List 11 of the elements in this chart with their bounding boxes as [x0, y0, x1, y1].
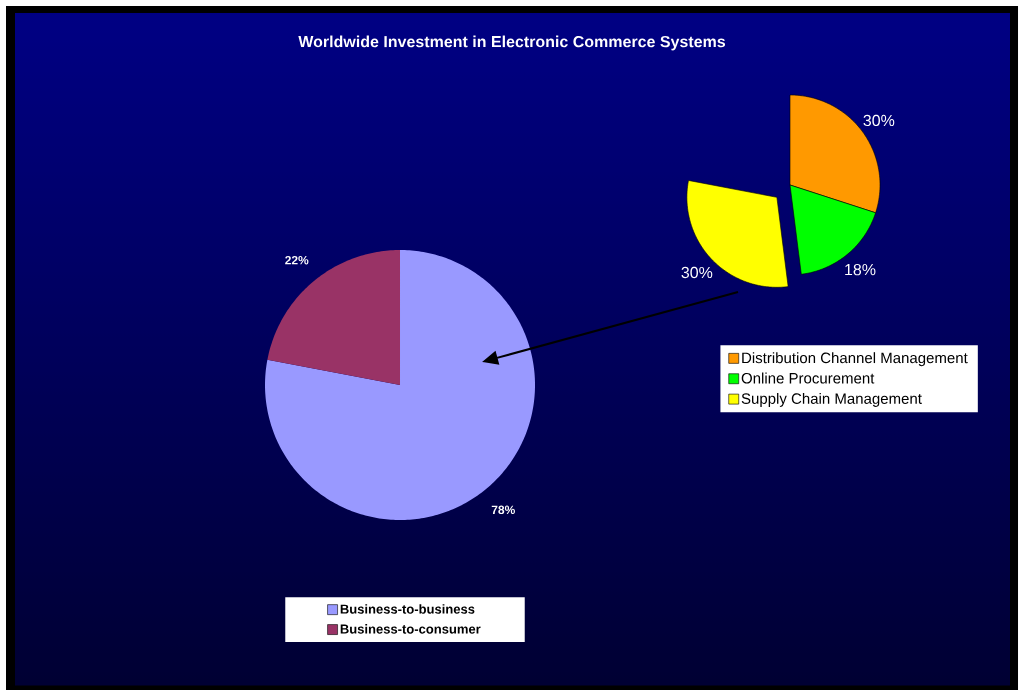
- legend-label: Online Procurement: [741, 372, 875, 384]
- data-label: 30%: [863, 114, 895, 127]
- chart-title: Worldwide Investment in Electronic Commerce Systems: [298, 35, 726, 51]
- legend-label: Business-to-business: [340, 604, 475, 614]
- data-label: 18%: [845, 263, 876, 276]
- data-label: 22%: [285, 255, 309, 265]
- legend-label: Business-to-consumer: [340, 624, 481, 634]
- data-label: 30%: [681, 266, 713, 279]
- legend-label: Supply Chain Management: [741, 392, 922, 407]
- legend-label: Distribution Channel Management: [742, 352, 968, 367]
- data-label: 78%: [491, 505, 515, 515]
